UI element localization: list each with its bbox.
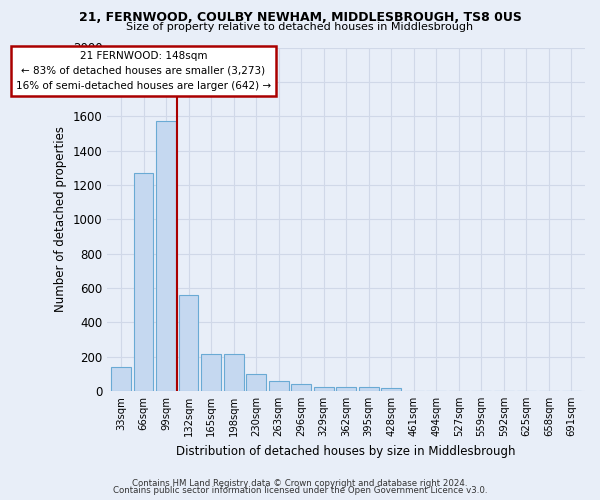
Bar <box>359 387 379 391</box>
Bar <box>224 354 244 391</box>
Bar <box>337 387 356 391</box>
Bar <box>201 354 221 391</box>
Bar <box>291 384 311 391</box>
Bar <box>246 374 266 391</box>
Bar <box>156 122 176 391</box>
Bar <box>134 173 154 391</box>
Text: 21 FERNWOOD: 148sqm
← 83% of detached houses are smaller (3,273)
16% of semi-det: 21 FERNWOOD: 148sqm ← 83% of detached ho… <box>16 51 271 90</box>
Text: Size of property relative to detached houses in Middlesbrough: Size of property relative to detached ho… <box>127 22 473 32</box>
Y-axis label: Number of detached properties: Number of detached properties <box>55 126 67 312</box>
Bar <box>269 382 289 391</box>
Bar <box>314 387 334 391</box>
Text: Contains HM Land Registry data © Crown copyright and database right 2024.: Contains HM Land Registry data © Crown c… <box>132 478 468 488</box>
Bar <box>179 295 199 391</box>
Text: Contains public sector information licensed under the Open Government Licence v3: Contains public sector information licen… <box>113 486 487 495</box>
X-axis label: Distribution of detached houses by size in Middlesbrough: Distribution of detached houses by size … <box>176 444 516 458</box>
Bar <box>111 367 131 391</box>
Text: 21, FERNWOOD, COULBY NEWHAM, MIDDLESBROUGH, TS8 0US: 21, FERNWOOD, COULBY NEWHAM, MIDDLESBROU… <box>79 11 521 24</box>
Bar <box>382 388 401 391</box>
